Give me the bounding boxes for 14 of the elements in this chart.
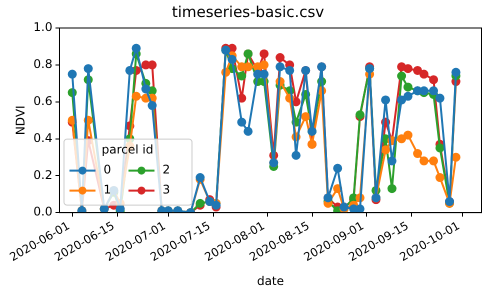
y-tick-label: 0.0 (33, 204, 52, 219)
chart-title: timeseries-basic.csv (172, 2, 324, 21)
legend-label: 1 (103, 182, 112, 197)
legend-label: 3 (162, 182, 170, 197)
legend-title: parcel id (102, 142, 154, 157)
y-tick-label: 1.0 (33, 20, 52, 34)
y-axis-title: NDVI (13, 105, 28, 136)
x-axis-title: date (256, 274, 284, 288)
legend-label: 0 (103, 162, 112, 177)
y-tick-label: 0.8 (33, 57, 52, 72)
legend-label: 2 (162, 162, 170, 177)
y-tick-label: 0.4 (33, 130, 52, 145)
y-tick-label: 0.2 (33, 168, 52, 182)
y-tick-label: 0.6 (33, 94, 52, 108)
